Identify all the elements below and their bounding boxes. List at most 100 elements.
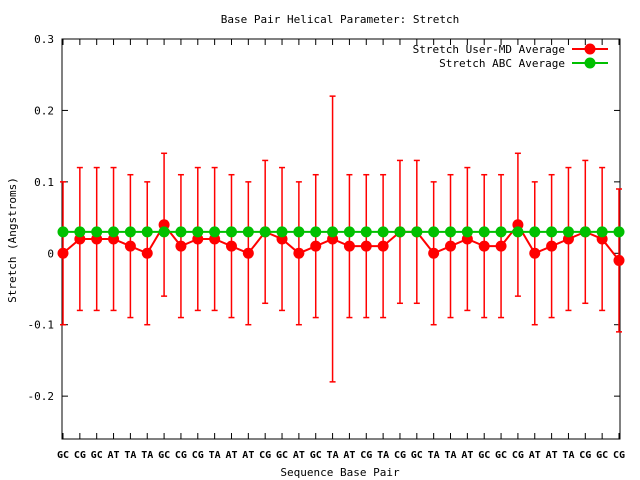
x-tick-label: TA <box>444 450 456 461</box>
x-tick-label: TA <box>562 450 574 461</box>
data-point-abc <box>411 226 423 238</box>
x-tick-label: GC <box>596 450 608 461</box>
data-point-user-md <box>343 240 355 252</box>
data-point-abc <box>175 226 187 238</box>
data-point-abc <box>495 226 507 238</box>
data-point-abc <box>613 226 625 238</box>
x-tick-label: CG <box>74 450 86 461</box>
data-point-abc <box>529 226 541 238</box>
data-point-user-md <box>445 240 457 252</box>
data-point-abc <box>428 226 440 238</box>
x-tick-label: TA <box>209 450 221 461</box>
legend-label: Stretch User-MD Average <box>413 43 565 56</box>
x-axis-ticks: GC CG GC AT TA TA GC CG CG TA AT AT CG GC AT GC TA AT CG TA… <box>57 39 625 461</box>
x-tick-label: CG <box>259 450 271 461</box>
x-tick-label: CG <box>192 450 204 461</box>
x-tick-label: GC <box>495 450 507 461</box>
x-tick-label: TA <box>377 450 389 461</box>
data-point-user-md <box>141 247 153 259</box>
x-tick-label: CG <box>579 450 591 461</box>
x-tick-label: AT <box>242 450 254 461</box>
x-tick-label: AT <box>293 450 305 461</box>
y-axis-ticks: -0.2 -0.1 0 0.1 0.2 0.3 <box>28 33 620 403</box>
x-tick-label: GC <box>411 450 423 461</box>
series-layer <box>57 95 625 383</box>
x-tick-label: GC <box>310 450 322 461</box>
x-tick-label: AT <box>108 450 120 461</box>
data-point-user-md <box>529 247 541 259</box>
y-tick-label: 0.1 <box>34 176 54 189</box>
data-point-abc <box>579 226 591 238</box>
data-point-abc <box>327 226 339 238</box>
data-point-abc <box>562 226 574 238</box>
x-tick-label: TA <box>141 450 153 461</box>
x-tick-label: AT <box>225 450 237 461</box>
y-tick-label: 0.3 <box>34 33 54 46</box>
data-point-abc <box>192 226 204 238</box>
x-tick-label: CG <box>175 450 187 461</box>
data-point-user-md <box>360 240 372 252</box>
y-tick-label: -0.2 <box>28 390 55 403</box>
data-point-abc <box>242 226 254 238</box>
x-tick-label: AT <box>343 450 355 461</box>
data-point-abc <box>91 226 103 238</box>
data-point-user-md <box>57 247 69 259</box>
legend-label: Stretch ABC Average <box>439 57 565 70</box>
data-point-user-md <box>428 247 440 259</box>
data-point-abc <box>478 226 490 238</box>
data-point-user-md <box>546 240 558 252</box>
data-point-abc <box>209 226 221 238</box>
data-point-user-md <box>613 254 625 266</box>
legend-marker <box>584 43 596 55</box>
series-user-md-line <box>62 222 620 262</box>
data-point-abc <box>512 226 524 238</box>
x-tick-label: AT <box>461 450 473 461</box>
data-point-user-md <box>242 247 254 259</box>
x-tick-label: GC <box>478 450 490 461</box>
y-axis-label: Stretch (Angstroms) <box>6 177 19 303</box>
plot-area-frame <box>61 38 621 440</box>
legend-marker <box>584 57 596 69</box>
x-tick-label: AT <box>529 450 541 461</box>
data-point-user-md <box>124 240 136 252</box>
x-tick-label: AT <box>546 450 558 461</box>
data-point-user-md <box>225 240 237 252</box>
data-point-abc <box>343 226 355 238</box>
data-point-abc <box>596 226 608 238</box>
data-point-abc <box>293 226 305 238</box>
data-point-abc <box>74 226 86 238</box>
x-tick-label: CG <box>394 450 406 461</box>
data-point-abc <box>394 226 406 238</box>
data-point-user-md <box>175 240 187 252</box>
x-tick-label: TA <box>428 450 440 461</box>
x-tick-label: GC <box>276 450 288 461</box>
x-tick-label: CG <box>512 450 524 461</box>
data-point-abc <box>461 226 473 238</box>
data-point-abc <box>225 226 237 238</box>
y-tick-label: 0 <box>47 247 54 260</box>
data-point-abc <box>310 226 322 238</box>
data-point-abc <box>158 226 170 238</box>
data-point-abc <box>377 226 389 238</box>
x-tick-label: TA <box>124 450 136 461</box>
x-tick-label: CG <box>360 450 372 461</box>
data-point-user-md <box>478 240 490 252</box>
data-point-user-md <box>377 240 389 252</box>
data-point-abc <box>141 226 153 238</box>
data-point-abc <box>360 226 372 238</box>
y-tick-label: 0.2 <box>34 104 54 117</box>
x-tick-label: CG <box>613 450 625 461</box>
data-point-abc <box>108 226 120 238</box>
x-tick-label: TA <box>327 450 339 461</box>
data-point-user-md <box>293 247 305 259</box>
data-point-abc <box>546 226 558 238</box>
data-point-abc <box>57 226 69 238</box>
chart-title: Base Pair Helical Parameter: Stretch <box>221 13 459 26</box>
x-tick-label: GC <box>57 450 69 461</box>
data-point-abc <box>259 226 271 238</box>
y-tick-label: -0.1 <box>28 319 55 332</box>
data-point-user-md <box>495 240 507 252</box>
x-tick-label: GC <box>91 450 103 461</box>
